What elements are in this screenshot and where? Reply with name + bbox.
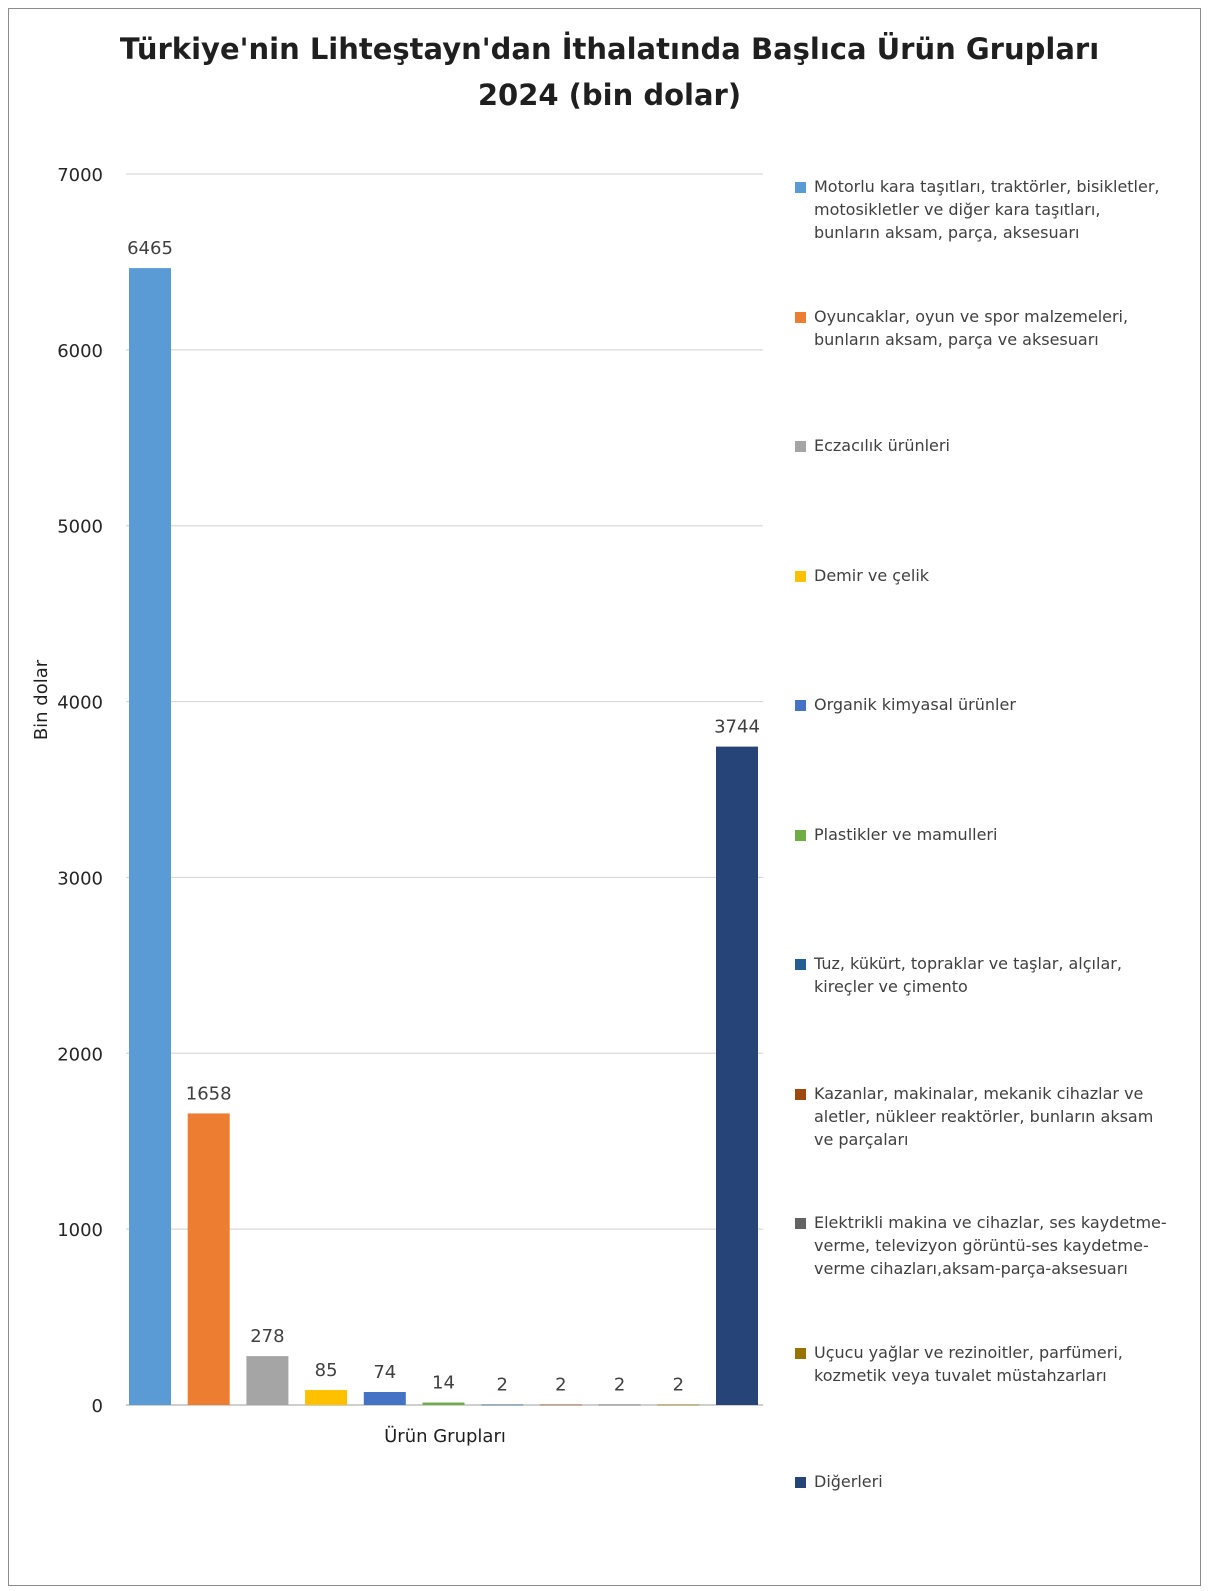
x-axis-title: Ürün Grupları (384, 1425, 506, 1447)
y-tick-label: 4000 (57, 693, 103, 714)
y-tick-label: 2000 (57, 1044, 103, 1065)
data-label: 2 (614, 1375, 625, 1396)
data-label: 74 (373, 1362, 396, 1383)
legend-label-line: verme, televizyon görüntü-ses kaydetme- (814, 1236, 1149, 1255)
bar (129, 268, 171, 1406)
legend-swatch (795, 441, 806, 452)
legend-label-line: Motorlu kara taşıtları, traktörler, bisi… (814, 177, 1160, 196)
bar (716, 746, 758, 1405)
legend-label-line: Elektrikli makina ve cihazlar, ses kayde… (814, 1213, 1167, 1232)
legend-label: Elektrikli makina ve cihazlar, ses kayde… (814, 1211, 1194, 1280)
bar (187, 1113, 230, 1405)
legend-label-line: Demir ve çelik (814, 565, 930, 585)
y-tick-label: 0 (92, 1396, 103, 1417)
legend-swatch (795, 311, 806, 323)
data-label: 3744 (714, 717, 760, 738)
y-axis-ticks: 0 1000 2000 3000 4000 5000 6000 7000 (57, 165, 103, 1417)
legend-item: Diğerleri (795, 1470, 1195, 1493)
legend-swatch (795, 959, 806, 970)
legend-swatch (795, 1218, 806, 1229)
legend-label: Diğerleri (814, 1470, 1194, 1493)
legend-item: Eczacılık ürünleri (795, 434, 1195, 457)
gridlines (126, 173, 763, 1406)
bars (129, 268, 758, 1406)
legend-label-line: Kazanlar, makinalar, mekanik cihazlar ve (814, 1083, 1144, 1103)
data-label: 2 (673, 1375, 684, 1396)
chart-title-line-2: 2024 (bin dolar) (477, 78, 742, 112)
legend-swatch (795, 182, 806, 193)
y-axis-title: Bin dolar (31, 659, 52, 740)
legend-item: Demir ve çelik (795, 564, 1195, 587)
legend-label: Kazanlar, makinalar, mekanik cihazlar ve… (814, 1082, 1194, 1151)
bar (305, 1390, 348, 1405)
legend-label-line: Uçucu yağlar ve rezinoitler, parfümeri, (814, 1342, 1123, 1362)
legend: Motorlu kara taşıtları, traktörler, bisi… (795, 175, 1195, 1495)
legend-swatch (795, 829, 806, 841)
legend-label: Eczacılık ürünleri (814, 434, 1194, 457)
legend-label-line: ve parçaları (814, 1129, 909, 1149)
legend-label: Plastikler ve mamulleri (814, 823, 1194, 846)
chart-title-line-1: Türkiye'nin Lihteştayn'dan İthalatında B… (119, 32, 1100, 66)
legend-label-line: Oyuncaklar, oyun ve spor malzemeleri, (814, 306, 1129, 326)
chart-title: Türkiye'nin Lihteştayn'dan İthalatında B… (0, 26, 1219, 118)
legend-label-line: kireçler ve çimento (814, 977, 968, 996)
bar (481, 1404, 524, 1406)
bar (539, 1404, 582, 1406)
legend-item: Oyuncaklar, oyun ve spor malzemeleri, bun… (795, 305, 1195, 351)
data-label: 85 (315, 1360, 338, 1381)
legend-label: Demir ve çelik (814, 564, 1194, 587)
legend-label-line: Organik kimyasal ürünler (814, 695, 1016, 714)
data-label: 14 (432, 1373, 455, 1394)
legend-label: Motorlu kara taşıtları, traktörler, bisi… (814, 175, 1194, 244)
legend-label-line: bunların aksam, parça, aksesuarı (814, 223, 1080, 242)
bar (246, 1356, 289, 1405)
y-tick-label: 6000 (57, 341, 103, 362)
data-label: 6465 (127, 238, 173, 259)
legend-label-line: Diğerleri (814, 1472, 883, 1491)
data-label: 1658 (186, 1083, 232, 1104)
legend-label-line: kozmetik veya tuvalet müstahzarları (814, 1365, 1107, 1385)
data-label: 2 (496, 1375, 507, 1396)
y-tick-label: 5000 (57, 517, 103, 538)
y-tick-label: 3000 (57, 868, 103, 889)
legend-label-line: Eczacılık ürünleri (814, 436, 950, 455)
bar (598, 1404, 641, 1406)
bar (657, 1404, 700, 1406)
legend-label: Uçucu yağlar ve rezinoitler, parfümeri, k… (814, 1341, 1194, 1387)
legend-label-line: motosikletler ve diğer kara taşıtları, (814, 200, 1101, 219)
data-labels: 6465 1658 278 85 74 14 2 2 2 2 3744 (127, 238, 760, 1396)
y-tick-label: 1000 (57, 1220, 103, 1241)
legend-item: Uçucu yağlar ve rezinoitler, parfümeri, k… (795, 1341, 1195, 1387)
data-label: 278 (250, 1326, 284, 1347)
legend-item: Kazanlar, makinalar, mekanik cihazlar ve… (795, 1082, 1195, 1151)
y-tick-label: 7000 (57, 165, 103, 186)
legend-label-line: Tuz, kükürt, topraklar ve taşlar, alçıla… (814, 954, 1122, 973)
legend-item: Plastikler ve mamulleri (795, 823, 1195, 846)
bar (422, 1402, 465, 1405)
legend-swatch (795, 570, 806, 582)
bar (363, 1391, 406, 1405)
data-label: 2 (555, 1375, 566, 1396)
legend-label-line: verme cihazları,aksam-parça-aksesuarı (814, 1259, 1128, 1278)
legend-label-line: aletler, nükleer reaktörler, bunların ak… (814, 1106, 1154, 1126)
legend-label: Organik kimyasal ürünler (814, 693, 1194, 716)
legend-item: Organik kimyasal ürünler (795, 693, 1195, 716)
legend-item: Elektrikli makina ve cihazlar, ses kayde… (795, 1211, 1195, 1280)
legend-label: Oyuncaklar, oyun ve spor malzemeleri, bun… (814, 305, 1194, 351)
legend-label-line: Plastikler ve mamulleri (814, 824, 998, 844)
legend-label-line: bunların aksam, parça ve aksesuarı (814, 329, 1099, 349)
legend-swatch (795, 1088, 806, 1100)
legend-item: Tuz, kükürt, topraklar ve taşlar, alçıla… (795, 952, 1195, 998)
legend-label: Tuz, kükürt, topraklar ve taşlar, alçıla… (814, 952, 1194, 998)
legend-swatch (795, 1477, 806, 1488)
legend-item: Motorlu kara taşıtları, traktörler, bisi… (795, 175, 1195, 244)
legend-swatch (795, 1347, 806, 1359)
legend-swatch (795, 700, 806, 711)
